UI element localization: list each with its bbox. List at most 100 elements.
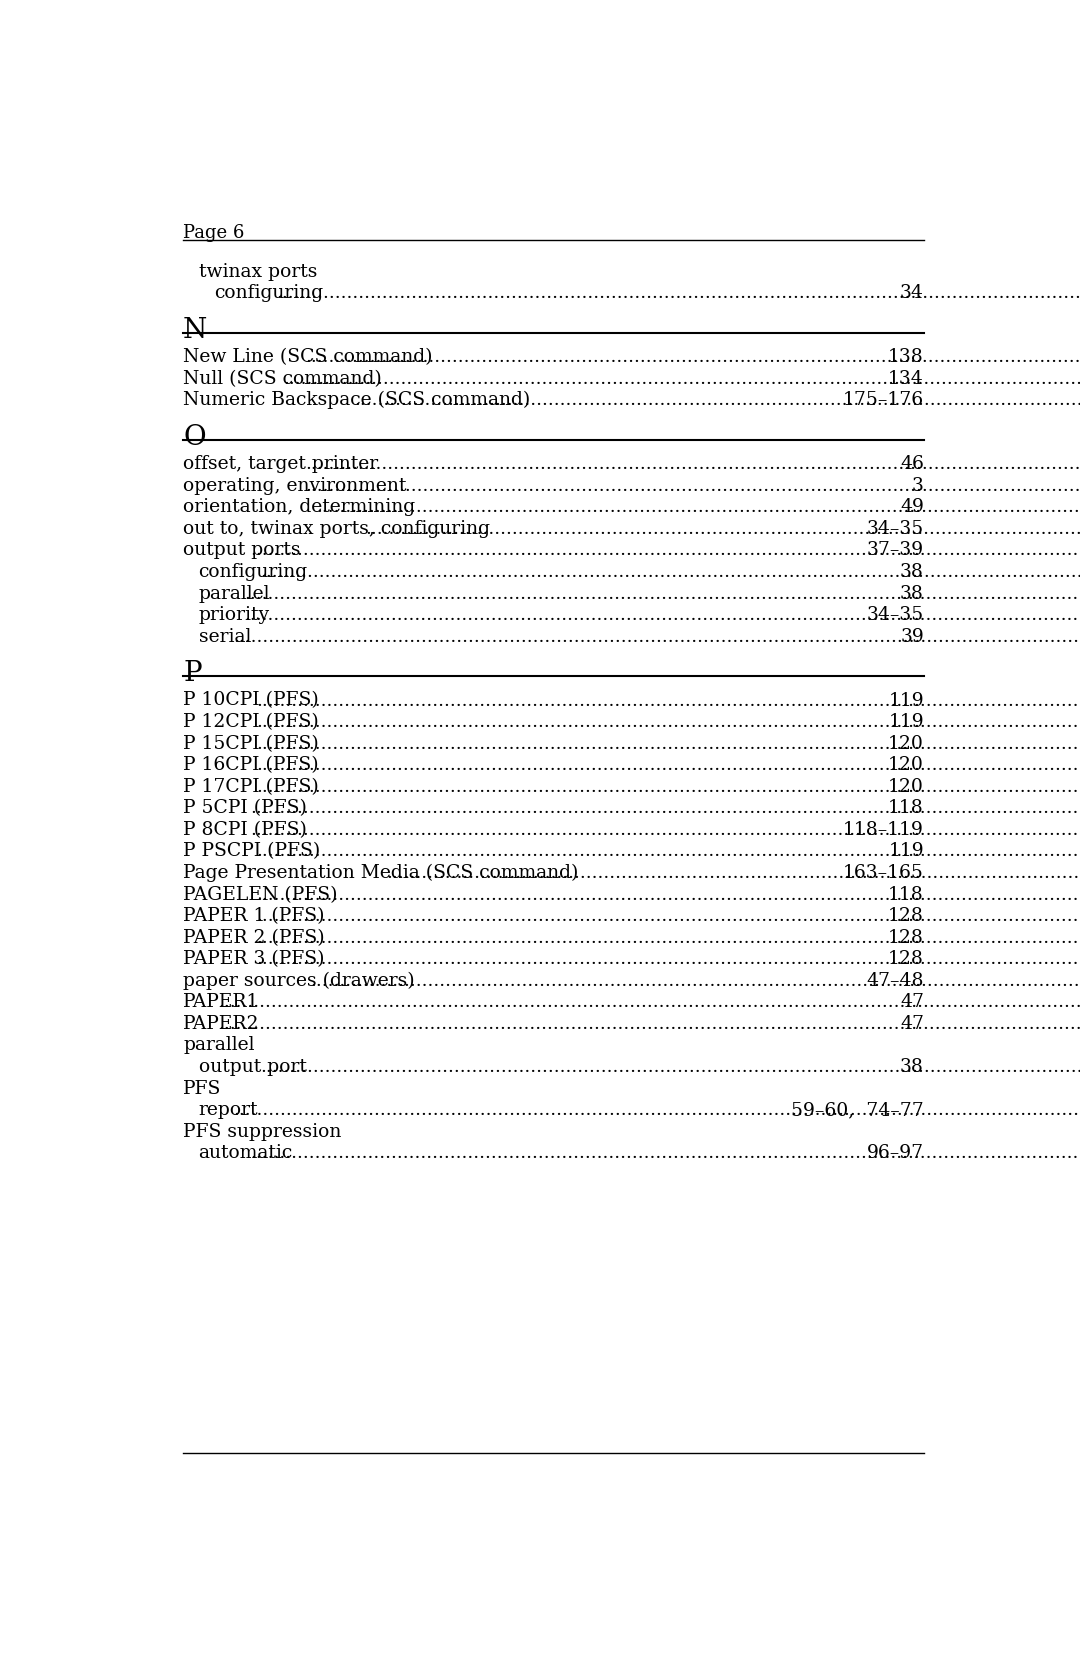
Text: 118: 118 [888, 886, 924, 903]
Text: 175–176: 175–176 [842, 391, 924, 409]
Text: 118: 118 [888, 799, 924, 818]
Text: ................................................................................: ........................................… [251, 821, 1080, 840]
Text: ................................................................................: ........................................… [256, 908, 1080, 925]
Text: 49: 49 [900, 499, 924, 516]
Text: ................................................................................: ........................................… [354, 391, 1080, 409]
Text: ................................................................................: ........................................… [251, 799, 1080, 818]
Text: ................................................................................: ........................................… [249, 1145, 1080, 1162]
Text: P 16CPI (PFS): P 16CPI (PFS) [183, 756, 319, 774]
Text: 128: 128 [888, 908, 924, 925]
Text: P PSCPI (PFS): P PSCPI (PFS) [183, 843, 321, 861]
Text: PAPER1: PAPER1 [183, 993, 259, 1011]
Text: PAPER 3 (PFS): PAPER 3 (PFS) [183, 950, 325, 968]
Text: ................................................................................: ........................................… [256, 950, 1080, 968]
Text: Page 6: Page 6 [183, 224, 244, 242]
Text: P 15CPI (PFS): P 15CPI (PFS) [183, 734, 319, 753]
Text: ................................................................................: ........................................… [283, 369, 1080, 387]
Text: 34–35: 34–35 [867, 606, 924, 624]
Text: 118–119: 118–119 [843, 821, 924, 840]
Text: output ports: output ports [183, 541, 300, 559]
Text: 47: 47 [900, 1015, 924, 1033]
Text: PAPER 1 (PFS): PAPER 1 (PFS) [183, 908, 325, 925]
Text: 38: 38 [900, 562, 924, 581]
Text: ................................................................................: ........................................… [256, 843, 1080, 861]
Text: ................................................................................: ........................................… [256, 691, 1080, 709]
Text: P 12CPI (PFS): P 12CPI (PFS) [183, 713, 319, 731]
Text: ................................................................................: ........................................… [260, 1058, 1080, 1077]
Text: P 17CPI (PFS): P 17CPI (PFS) [183, 778, 319, 796]
Text: Numeric Backspace (SCS command): Numeric Backspace (SCS command) [183, 391, 530, 409]
Text: 46: 46 [900, 456, 924, 472]
Text: P 8CPI (PFS): P 8CPI (PFS) [183, 821, 307, 840]
Text: 120: 120 [888, 734, 924, 753]
Text: serial: serial [199, 628, 251, 646]
Text: 37–39: 37–39 [867, 541, 924, 559]
Text: 47–48: 47–48 [866, 971, 924, 990]
Text: 59–60,  74–77: 59–60, 74–77 [792, 1102, 924, 1120]
Text: ................................................................................: ........................................… [276, 284, 1080, 302]
Text: 119: 119 [889, 843, 924, 861]
Text: 138: 138 [888, 349, 924, 366]
Text: 128: 128 [888, 950, 924, 968]
Text: 34: 34 [900, 284, 924, 302]
Text: 119: 119 [889, 691, 924, 709]
Text: ................................................................................: ........................................… [260, 562, 1080, 581]
Text: ................................................................................: ........................................… [305, 349, 1080, 366]
Text: ................................................................................: ........................................… [244, 606, 1080, 624]
Text: parallel: parallel [183, 1036, 255, 1055]
Text: P: P [183, 659, 202, 688]
Text: ................................................................................: ........................................… [365, 519, 1080, 537]
Text: ................................................................................: ........................................… [305, 477, 1080, 494]
Text: ................................................................................: ........................................… [233, 628, 1080, 646]
Text: ................................................................................: ........................................… [233, 1102, 1080, 1120]
Text: 38: 38 [900, 584, 924, 603]
Text: P 10CPI (PFS): P 10CPI (PFS) [183, 691, 319, 709]
Text: priority: priority [199, 606, 270, 624]
Text: N: N [183, 317, 207, 344]
Text: ................................................................................: ........................................… [244, 584, 1080, 603]
Text: PFS: PFS [183, 1080, 221, 1098]
Text: 47: 47 [900, 993, 924, 1011]
Text: 119: 119 [889, 713, 924, 731]
Text: operating, environment: operating, environment [183, 477, 406, 494]
Text: 34–35: 34–35 [867, 519, 924, 537]
Text: automatic: automatic [199, 1145, 293, 1162]
Text: report: report [199, 1102, 258, 1120]
Text: PAPER2: PAPER2 [183, 1015, 259, 1033]
Text: ................................................................................: ........................................… [251, 541, 1080, 559]
Text: ................................................................................: ........................................… [256, 713, 1080, 731]
Text: ................................................................................: ........................................… [311, 971, 1080, 990]
Text: out to, twinax ports, configuring: out to, twinax ports, configuring [183, 519, 490, 537]
Text: ................................................................................: ........................................… [256, 778, 1080, 796]
Text: configuring: configuring [199, 562, 308, 581]
Text: ................................................................................: ........................................… [387, 865, 1080, 881]
Text: 38: 38 [900, 1058, 924, 1077]
Text: 134: 134 [888, 369, 924, 387]
Text: parallel: parallel [199, 584, 270, 603]
Text: ................................................................................: ........................................… [256, 886, 1080, 903]
Text: configuring: configuring [214, 284, 323, 302]
Text: P 5CPI (PFS): P 5CPI (PFS) [183, 799, 307, 818]
Text: ................................................................................: ........................................… [218, 993, 1080, 1011]
Text: twinax ports: twinax ports [199, 262, 316, 280]
Text: 3: 3 [913, 477, 924, 494]
Text: orientation, determining: orientation, determining [183, 499, 415, 516]
Text: 39: 39 [901, 628, 924, 646]
Text: ................................................................................: ........................................… [218, 1015, 1080, 1033]
Text: Page Presentation Media (SCS command): Page Presentation Media (SCS command) [183, 865, 579, 883]
Text: New Line (SCS command): New Line (SCS command) [183, 349, 433, 366]
Text: 120: 120 [888, 756, 924, 774]
Text: paper sources (drawers): paper sources (drawers) [183, 971, 415, 990]
Text: offset, target printer: offset, target printer [183, 456, 378, 472]
Text: Null (SCS command): Null (SCS command) [183, 369, 382, 387]
Text: ................................................................................: ........................................… [256, 756, 1080, 774]
Text: PFS suppression: PFS suppression [183, 1123, 341, 1140]
Text: 163–165: 163–165 [843, 865, 924, 881]
Text: PAPER 2 (PFS): PAPER 2 (PFS) [183, 928, 325, 946]
Text: 120: 120 [888, 778, 924, 796]
Text: 96–97: 96–97 [867, 1145, 924, 1162]
Text: ................................................................................: ........................................… [256, 734, 1080, 753]
Text: output port: output port [199, 1058, 307, 1077]
Text: O: O [183, 424, 205, 451]
Text: ................................................................................: ........................................… [305, 456, 1080, 472]
